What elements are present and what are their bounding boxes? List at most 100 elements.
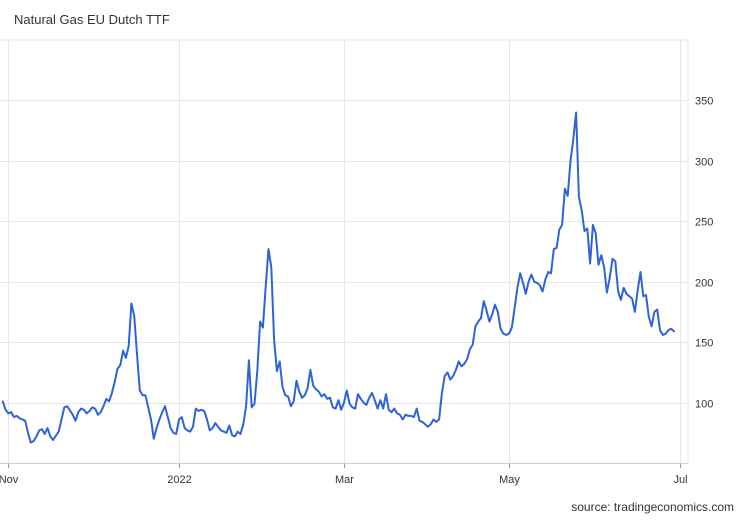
data-point: [128, 345, 130, 347]
data-point: [145, 395, 147, 397]
data-point: [517, 287, 519, 289]
chart-title: Natural Gas EU Dutch TTF: [14, 12, 170, 27]
data-point: [100, 411, 102, 413]
y-tick-label: 100: [695, 399, 713, 411]
data-point: [354, 408, 356, 410]
data-point: [338, 399, 340, 401]
data-point: [189, 431, 191, 433]
data-point: [248, 360, 250, 362]
data-point: [402, 419, 404, 421]
y-tick-label: 350: [695, 96, 713, 108]
data-point: [234, 436, 236, 438]
data-point: [329, 397, 331, 399]
data-point: [268, 248, 270, 250]
data-point: [491, 314, 493, 316]
data-point: [92, 407, 94, 409]
data-point: [368, 397, 370, 399]
source-note: source: tradingeconomics.com: [571, 500, 734, 514]
data-point: [279, 361, 281, 363]
data-point: [307, 387, 309, 389]
data-point: [198, 410, 200, 412]
data-point: [438, 419, 440, 421]
data-point: [637, 289, 639, 291]
data-point: [505, 334, 507, 336]
data-point: [391, 411, 393, 413]
data-point: [598, 264, 600, 266]
data-point: [13, 416, 15, 418]
data-point: [36, 436, 38, 438]
data-point: [94, 408, 96, 410]
data-point: [486, 310, 488, 312]
data-point: [645, 294, 647, 296]
data-point: [626, 293, 628, 295]
data-point: [340, 409, 342, 411]
data-point: [436, 421, 438, 423]
data-point: [584, 230, 586, 232]
data-point: [623, 287, 625, 289]
data-point: [564, 188, 566, 190]
data-point: [561, 224, 563, 226]
data-point: [615, 260, 617, 262]
data-point: [441, 392, 443, 394]
x-tick-label: May: [499, 474, 520, 486]
data-point: [343, 402, 345, 404]
data-point: [304, 395, 306, 397]
data-point: [455, 369, 457, 371]
data-point: [609, 277, 611, 279]
data-point: [83, 409, 85, 411]
data-point: [108, 401, 110, 403]
data-point: [254, 403, 256, 405]
data-point: [575, 112, 577, 114]
data-point: [444, 375, 446, 377]
data-point: [422, 421, 424, 423]
data-point: [66, 405, 68, 407]
data-point: [643, 295, 645, 297]
data-point: [556, 247, 558, 249]
data-point: [106, 398, 108, 400]
data-point: [533, 281, 535, 283]
data-point: [494, 304, 496, 306]
data-point: [620, 299, 622, 301]
data-point: [559, 229, 561, 231]
data-point: [312, 385, 314, 387]
data-point: [631, 298, 633, 300]
data-point: [581, 210, 583, 212]
data-point: [629, 295, 631, 297]
data-point: [89, 410, 91, 412]
data-point: [310, 369, 312, 371]
data-point: [419, 420, 421, 422]
data-point: [567, 195, 569, 197]
y-axis-ticks: 100 150 200 250 300 350: [695, 96, 713, 411]
data-point: [542, 291, 544, 293]
data-point: [142, 395, 144, 397]
data-point: [603, 266, 605, 268]
y-tick-label: 250: [695, 217, 713, 229]
data-point: [58, 431, 60, 433]
data-point: [44, 433, 46, 435]
data-point: [346, 390, 348, 392]
data-point: [405, 414, 407, 416]
data-point: [570, 160, 572, 162]
data-point: [326, 398, 328, 400]
data-point: [265, 286, 267, 288]
data-point: [27, 432, 29, 434]
data-point: [220, 430, 222, 432]
data-point: [464, 363, 466, 365]
data-point: [634, 311, 636, 313]
data-point: [458, 361, 460, 363]
data-point: [136, 353, 138, 355]
data-point: [394, 408, 396, 410]
data-point: [349, 403, 351, 405]
data-point: [117, 368, 119, 370]
x-tick-label: Jul: [673, 474, 687, 486]
data-point: [396, 413, 398, 415]
data-point: [192, 426, 194, 428]
data-point: [508, 333, 510, 335]
gridlines: [0, 39, 689, 463]
data-point: [133, 315, 135, 317]
data-point: [452, 375, 454, 377]
data-point: [240, 433, 242, 435]
data-point: [209, 430, 211, 432]
data-point: [427, 426, 429, 428]
data-point: [50, 436, 52, 438]
